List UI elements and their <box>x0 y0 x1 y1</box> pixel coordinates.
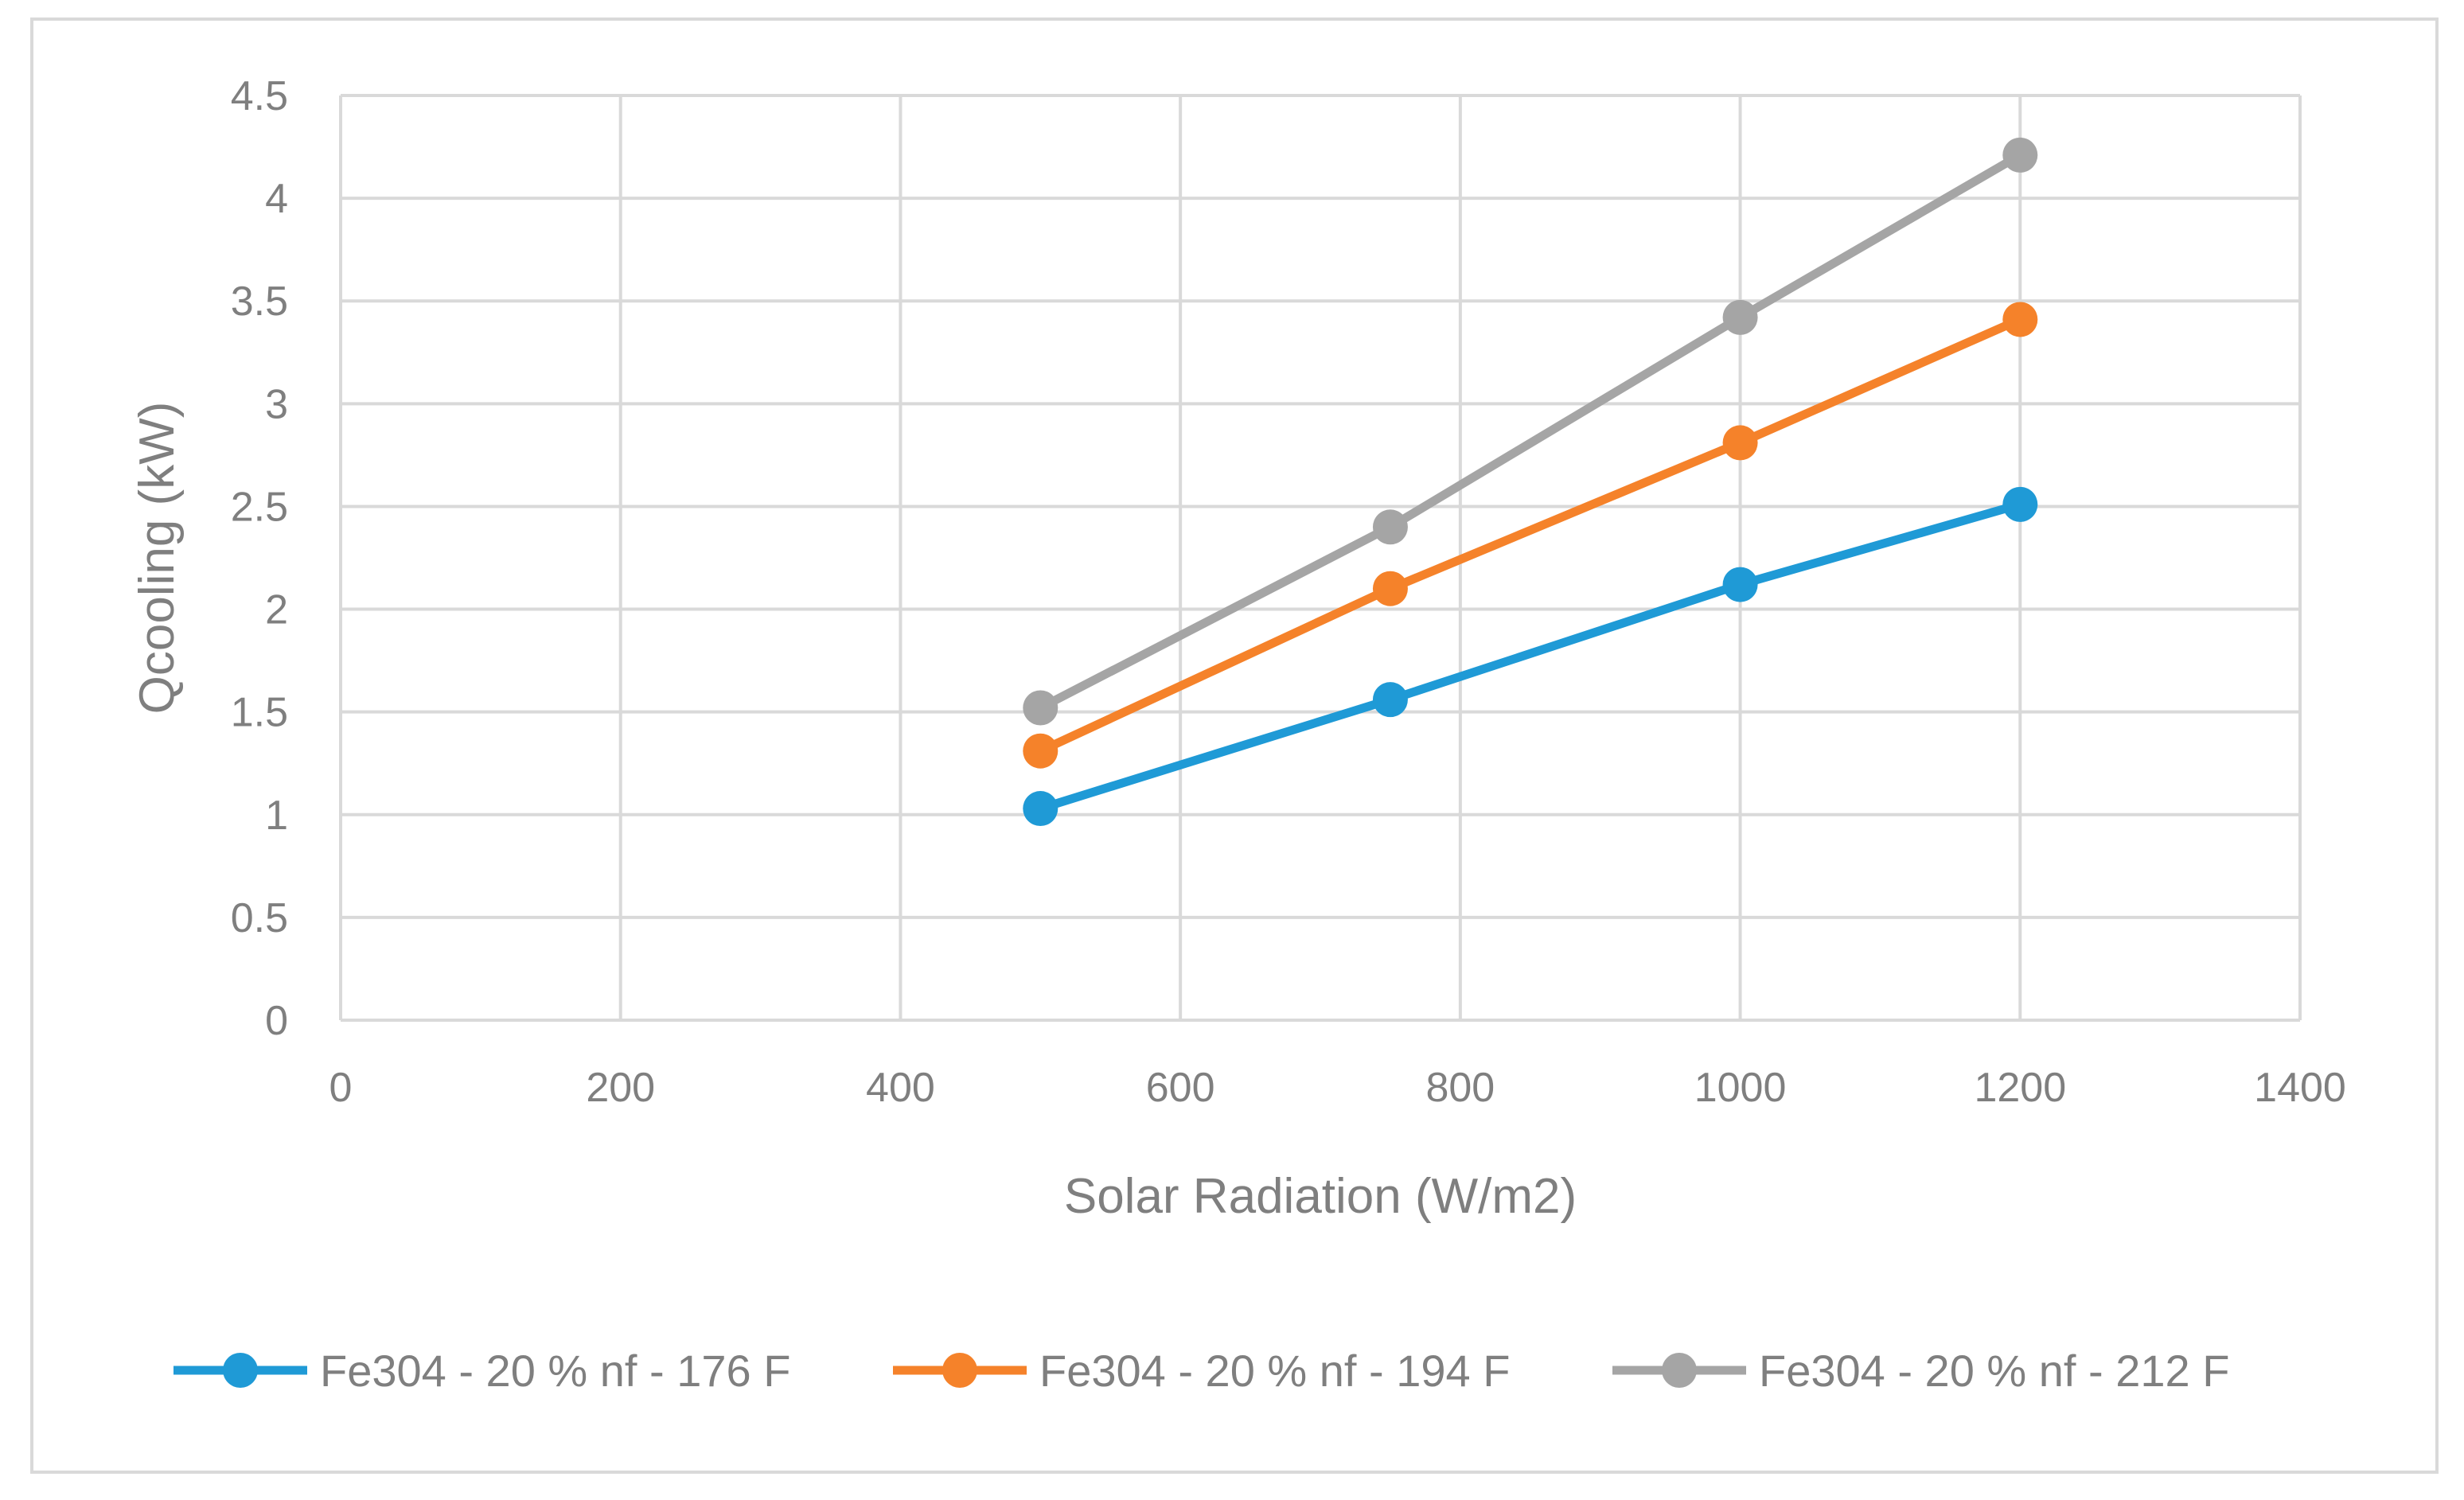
x-tick-label: 800 <box>1425 1065 1495 1111</box>
data-point <box>1372 509 1408 545</box>
y-tick-label: 3.5 <box>231 279 288 325</box>
x-tick-label: 1400 <box>2254 1065 2346 1111</box>
y-tick-label: 2.5 <box>231 484 288 530</box>
y-tick-label: 1 <box>265 793 288 839</box>
data-point <box>1722 299 1758 335</box>
legend-label: Fe304 - 20 % nf - 194 F <box>1039 1346 1510 1396</box>
data-point <box>1722 425 1758 461</box>
legend-label: Fe304 - 20 % nf - 212 F <box>1759 1346 2229 1396</box>
y-tick-label: 4 <box>265 176 288 222</box>
x-axis-title: Solar Radiation (W/m2) <box>1064 1169 1577 1224</box>
data-point <box>1372 571 1408 606</box>
legend-item: Fe304 - 20 % nf - 176 F <box>173 1346 790 1396</box>
legend-marker <box>1662 1353 1697 1388</box>
data-point <box>2002 486 2038 522</box>
data-point <box>1372 682 1408 718</box>
y-tick-label: 4.5 <box>231 73 288 119</box>
legend-item: Fe304 - 20 % nf - 194 F <box>893 1346 1510 1396</box>
data-point <box>1023 733 1059 769</box>
data-point <box>1023 791 1059 827</box>
data-point <box>2002 302 2038 337</box>
data-point <box>2002 137 2038 173</box>
series-line <box>1038 151 2023 712</box>
series-line <box>1039 500 2021 813</box>
legend-marker <box>223 1353 258 1388</box>
series-2 <box>1023 302 2038 769</box>
axes <box>339 95 2300 1022</box>
x-tick-label: 1000 <box>1694 1065 1787 1111</box>
legend: Fe304 - 20 % nf - 176 F Fe304 - 20 % nf -… <box>173 1346 2229 1396</box>
series-1 <box>1023 486 2038 827</box>
data-point <box>1023 690 1059 726</box>
y-axis-title: Qcooling (kW) <box>130 402 185 715</box>
data-point <box>1722 567 1758 602</box>
series-line <box>1038 315 2022 755</box>
x-tick-label: 0 <box>329 1065 353 1111</box>
y-tick-label: 0.5 <box>231 895 288 941</box>
legend-item: Fe304 - 20 % nf - 212 F <box>1612 1346 2229 1396</box>
gridlines <box>341 94 2302 1020</box>
legend-marker <box>942 1353 977 1388</box>
y-tick-label: 0 <box>265 998 288 1044</box>
x-tick-label: 200 <box>586 1065 655 1111</box>
y-tick-label: 2 <box>265 587 288 633</box>
y-tick-label: 1.5 <box>231 690 288 736</box>
tick-labels: 0 0.5 1 1.5 2 2.5 3 3.5 4 4.5 0 200 400 600 800 1000 120… <box>231 73 2346 1111</box>
y-tick-label: 3 <box>265 381 288 427</box>
series-lines <box>1023 137 2038 827</box>
series-3 <box>1023 137 2038 726</box>
x-tick-label: 400 <box>866 1065 935 1111</box>
x-tick-label: 1200 <box>1974 1065 2066 1111</box>
x-tick-label: 600 <box>1146 1065 1215 1111</box>
legend-label: Fe304 - 20 % nf - 176 F <box>320 1346 790 1396</box>
